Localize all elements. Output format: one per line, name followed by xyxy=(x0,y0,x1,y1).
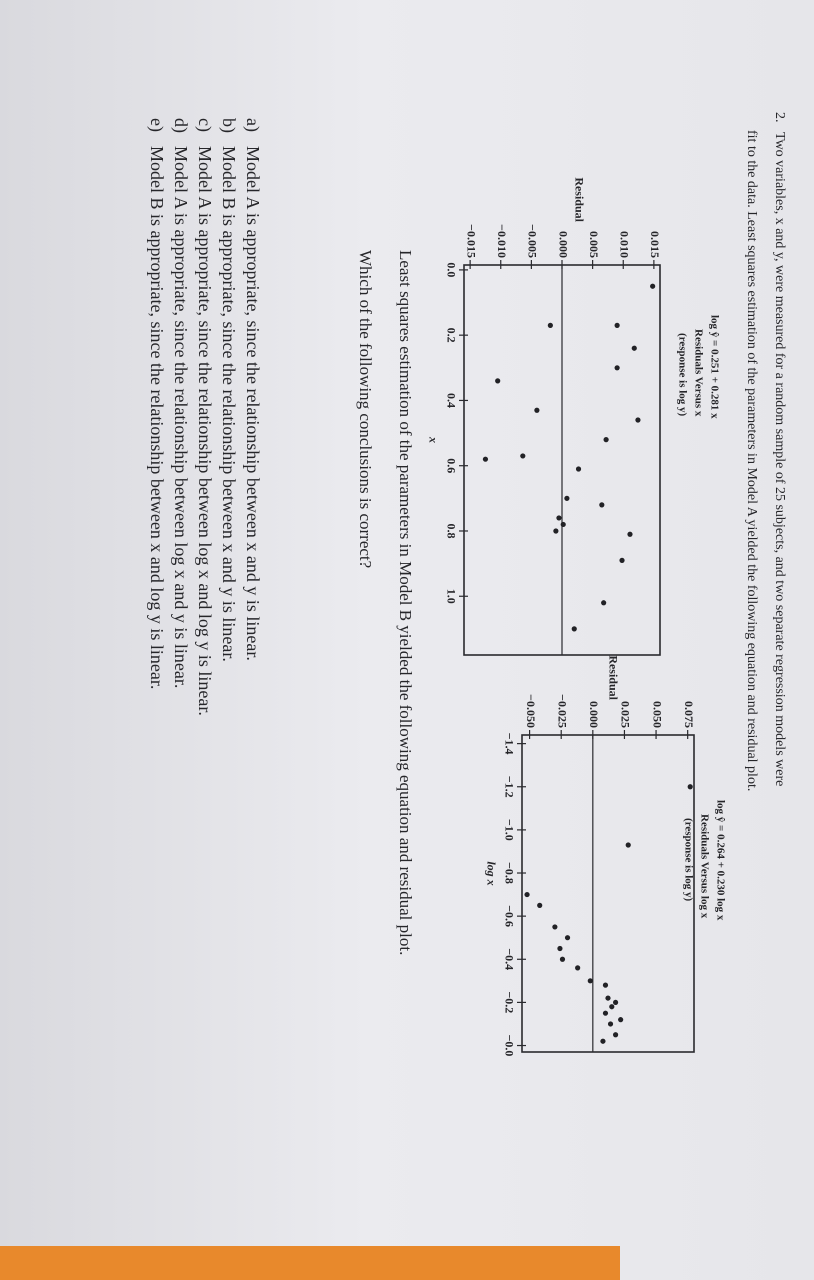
data-point xyxy=(587,978,593,984)
data-point xyxy=(537,902,543,908)
data-point xyxy=(614,365,620,371)
data-point xyxy=(600,1038,606,1044)
data-point xyxy=(631,345,637,351)
plots: log ŷ = 0.251 + 0.281 x Residuals Versus … xyxy=(426,177,726,1057)
data-point xyxy=(553,528,559,534)
x-axis-label: log x xyxy=(484,861,498,885)
x-tick-label: 0.8 xyxy=(444,523,458,538)
y-tick-label: 0.000 xyxy=(587,701,601,728)
y-tick-label: 0.000 xyxy=(556,231,570,258)
y-tick-label: 0.050 xyxy=(650,701,664,728)
plot-subtitle: (response is log y) xyxy=(682,818,694,902)
data-point xyxy=(625,842,631,848)
x-tick-label: 1.0 xyxy=(444,589,458,604)
data-point xyxy=(547,322,553,328)
data-point xyxy=(627,531,633,537)
x-tick-label: −1.2 xyxy=(502,776,516,798)
y-tick-label: 0.075 xyxy=(682,701,696,728)
data-point xyxy=(571,626,577,632)
x-tick-label: −0.4 xyxy=(502,948,516,970)
data-point xyxy=(559,956,566,962)
x-tick-label: −0.2 xyxy=(502,991,516,1013)
x-tick-label: −0.0 xyxy=(502,1035,516,1057)
data-point xyxy=(614,322,620,328)
y-tick-label: −0.010 xyxy=(495,224,509,258)
x-tick-label: −0.8 xyxy=(502,862,516,884)
y-axis-label: Residual xyxy=(606,655,620,700)
data-point xyxy=(603,437,609,443)
plot-subtitle: Residuals Versus log x xyxy=(698,814,710,919)
data-point xyxy=(575,466,582,472)
y-tick-label: −0.025 xyxy=(555,694,569,728)
data-point xyxy=(619,557,625,563)
data-point xyxy=(618,1017,624,1023)
data-point xyxy=(609,1004,615,1010)
rotated-sheet: 2. Two variables, x and y, were measured… xyxy=(147,112,787,1057)
x-tick-label: 0.2 xyxy=(444,328,458,343)
x-axis-label: x xyxy=(426,436,440,443)
y-tick-label: 0.025 xyxy=(619,701,633,728)
data-point xyxy=(557,945,563,952)
data-point xyxy=(552,924,558,930)
x-tick-label: 0.6 xyxy=(444,458,458,473)
y-tick-label: 0.005 xyxy=(587,231,601,258)
x-tick-label: −1.4 xyxy=(502,733,516,755)
data-point xyxy=(635,417,641,423)
data-point xyxy=(687,784,693,790)
data-point xyxy=(564,935,571,941)
y-tick-label: 0.010 xyxy=(618,231,632,258)
x-tick-label: −1.0 xyxy=(502,819,516,841)
y-tick-label: −0.005 xyxy=(526,224,540,258)
data-point xyxy=(607,1021,614,1027)
data-point xyxy=(564,495,570,501)
plot-title: log ŷ = 0.264 + 0.230 log x xyxy=(714,800,726,921)
data-point xyxy=(602,982,609,988)
x-tick-label: 0.4 xyxy=(444,393,458,408)
data-point xyxy=(605,995,611,1001)
data-point xyxy=(612,1032,619,1038)
data-point xyxy=(601,600,607,606)
data-point xyxy=(599,502,605,508)
data-point xyxy=(524,891,530,898)
data-point xyxy=(650,283,656,289)
plot-frame xyxy=(521,734,695,1053)
data-point xyxy=(534,407,540,413)
x-tick-label: −0.6 xyxy=(502,905,516,927)
data-point xyxy=(495,378,501,384)
data-point xyxy=(556,515,562,521)
plot-subtitle: Residuals Versus x xyxy=(692,329,704,417)
plot-title: log ŷ = 0.251 + 0.281 x xyxy=(708,315,720,419)
data-point xyxy=(612,999,619,1006)
data-point xyxy=(520,453,526,459)
y-tick-label: 0.015 xyxy=(648,231,662,258)
y-tick-label: −0.015 xyxy=(464,224,478,258)
y-axis-label: Residual xyxy=(572,177,586,222)
orange-strip xyxy=(0,1246,620,1280)
data-point xyxy=(575,965,581,971)
y-tick-label: −0.050 xyxy=(524,694,538,728)
plot-subtitle: (response is log y) xyxy=(676,333,688,417)
x-tick-label: 0.0 xyxy=(444,262,458,277)
data-point xyxy=(560,521,566,528)
data-point xyxy=(602,1010,609,1016)
data-point xyxy=(482,456,489,462)
